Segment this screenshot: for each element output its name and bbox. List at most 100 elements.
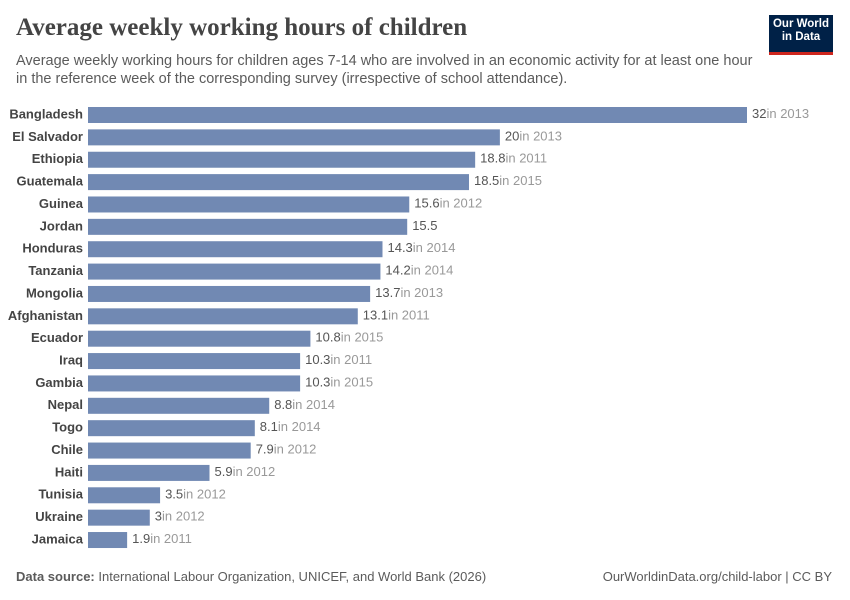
value-label: 1.9in 2011 — [132, 531, 192, 546]
year-annotation: in 2015 — [341, 330, 384, 345]
year-annotation: in 2013 — [400, 285, 443, 300]
logo-line: Our World — [772, 18, 829, 30]
category-label: Mongolia — [26, 285, 84, 300]
category-label: Ukraine — [35, 509, 83, 524]
category-label: Nepal — [48, 397, 83, 412]
value-label: 14.3in 2014 — [387, 241, 455, 256]
value-label: 32in 2013 — [752, 106, 809, 121]
bar — [88, 174, 469, 191]
value: 20 — [505, 129, 519, 144]
logo-line: in Data — [781, 31, 821, 43]
value-label: 18.5in 2015 — [474, 174, 542, 189]
bar — [88, 285, 371, 302]
year-annotation: in 2014 — [292, 397, 335, 412]
value-label: 3.5in 2012 — [165, 487, 226, 502]
value-label: 10.3in 2015 — [305, 375, 373, 390]
year-annotation: in 2015 — [499, 174, 542, 189]
year-annotation: in 2012 — [233, 464, 276, 479]
year-annotation: in 2014 — [278, 420, 321, 435]
category-label: Ecuador — [31, 330, 83, 345]
value-label: 15.6in 2012 — [414, 196, 482, 211]
category-label: Afghanistan — [8, 308, 83, 323]
bar — [88, 442, 251, 459]
category-label: Guatemala — [17, 174, 84, 189]
bar — [88, 420, 255, 437]
chart-title: Average weekly working hours of children — [16, 14, 468, 41]
category-label: Haiti — [55, 464, 83, 479]
value: 3 — [155, 509, 162, 524]
value-label: 3in 2012 — [155, 509, 205, 524]
chart-subtitle: Average weekly working hours for childre… — [16, 53, 753, 87]
bar — [88, 375, 301, 392]
year-annotation: in 2013 — [519, 129, 562, 144]
category-label: Iraq — [59, 353, 83, 368]
value-label: 7.9in 2012 — [256, 442, 317, 457]
bar — [88, 308, 358, 325]
category-label: Tanzania — [28, 263, 83, 278]
source-label: Data source: — [16, 569, 95, 584]
bar — [88, 397, 270, 414]
category-label: Ethiopia — [32, 151, 84, 166]
year-annotation: in 2013 — [766, 106, 809, 121]
year-annotation: in 2012 — [274, 442, 317, 457]
value-label: 5.9in 2012 — [215, 464, 276, 479]
category-label: Chile — [51, 442, 83, 457]
footer-source: Data source: International Labour Organi… — [16, 569, 486, 584]
bar — [88, 241, 383, 258]
source: International Labour Organization, UNICE… — [98, 569, 487, 584]
value: 5.9 — [215, 464, 233, 479]
category-label: Bangladesh — [9, 106, 83, 121]
value: 14.3 — [387, 241, 412, 256]
bar — [88, 151, 476, 168]
value: 8.8 — [274, 397, 292, 412]
footer-url[interactable]: OurWorldinData.org/child-labor | CC BY — [602, 569, 832, 584]
value-label: 8.1in 2014 — [260, 420, 321, 435]
year-annotation: in 2014 — [411, 263, 454, 278]
category-label: Guinea — [39, 196, 84, 211]
value: 7.9 — [256, 442, 274, 457]
value-label: 10.8in 2015 — [315, 330, 383, 345]
category-label: Honduras — [22, 241, 83, 256]
bar — [88, 509, 150, 526]
year-annotation: in 2012 — [162, 509, 205, 524]
value-label: 18.8in 2011 — [480, 151, 547, 166]
value: 32 — [752, 106, 766, 121]
bar — [88, 353, 301, 370]
year-annotation: in 2011 — [330, 353, 372, 368]
category-label: Togo — [52, 420, 83, 435]
bar — [88, 129, 500, 146]
category-label: Jordan — [40, 218, 83, 233]
value-label: 13.1in 2011 — [363, 308, 430, 323]
value-label: 13.7in 2013 — [375, 285, 443, 300]
logo[interactable]: Our World in Data — [769, 15, 833, 55]
category-label: Tunisia — [38, 487, 83, 502]
year-annotation: in 2014 — [413, 241, 456, 256]
value: 13.1 — [363, 308, 388, 323]
category-label: El Salvador — [12, 129, 83, 144]
bar — [88, 487, 161, 504]
value: 10.8 — [315, 330, 340, 345]
value-label: 10.3in 2011 — [305, 353, 372, 368]
category-label: Gambia — [35, 375, 83, 390]
year-annotation: in 2012 — [440, 196, 483, 211]
bar — [88, 107, 747, 123]
value-label: 8.8in 2014 — [274, 397, 335, 412]
value: 15.6 — [414, 196, 439, 211]
year-annotation: in 2015 — [330, 375, 373, 390]
value: 10.3 — [305, 375, 330, 390]
bar — [88, 330, 311, 347]
value-label: 20in 2013 — [505, 129, 562, 144]
value: 8.1 — [260, 420, 278, 435]
bar — [88, 263, 381, 280]
value: 18.5 — [474, 174, 499, 189]
value: 18.8 — [480, 151, 505, 166]
bar — [88, 218, 408, 235]
value: 14.2 — [385, 263, 410, 278]
value: 13.7 — [375, 285, 400, 300]
value: 15.5 — [412, 218, 437, 233]
year-annotation: in 2011 — [150, 531, 192, 546]
category-label: Jamaica — [32, 531, 84, 546]
year-annotation: in 2011 — [505, 151, 547, 166]
